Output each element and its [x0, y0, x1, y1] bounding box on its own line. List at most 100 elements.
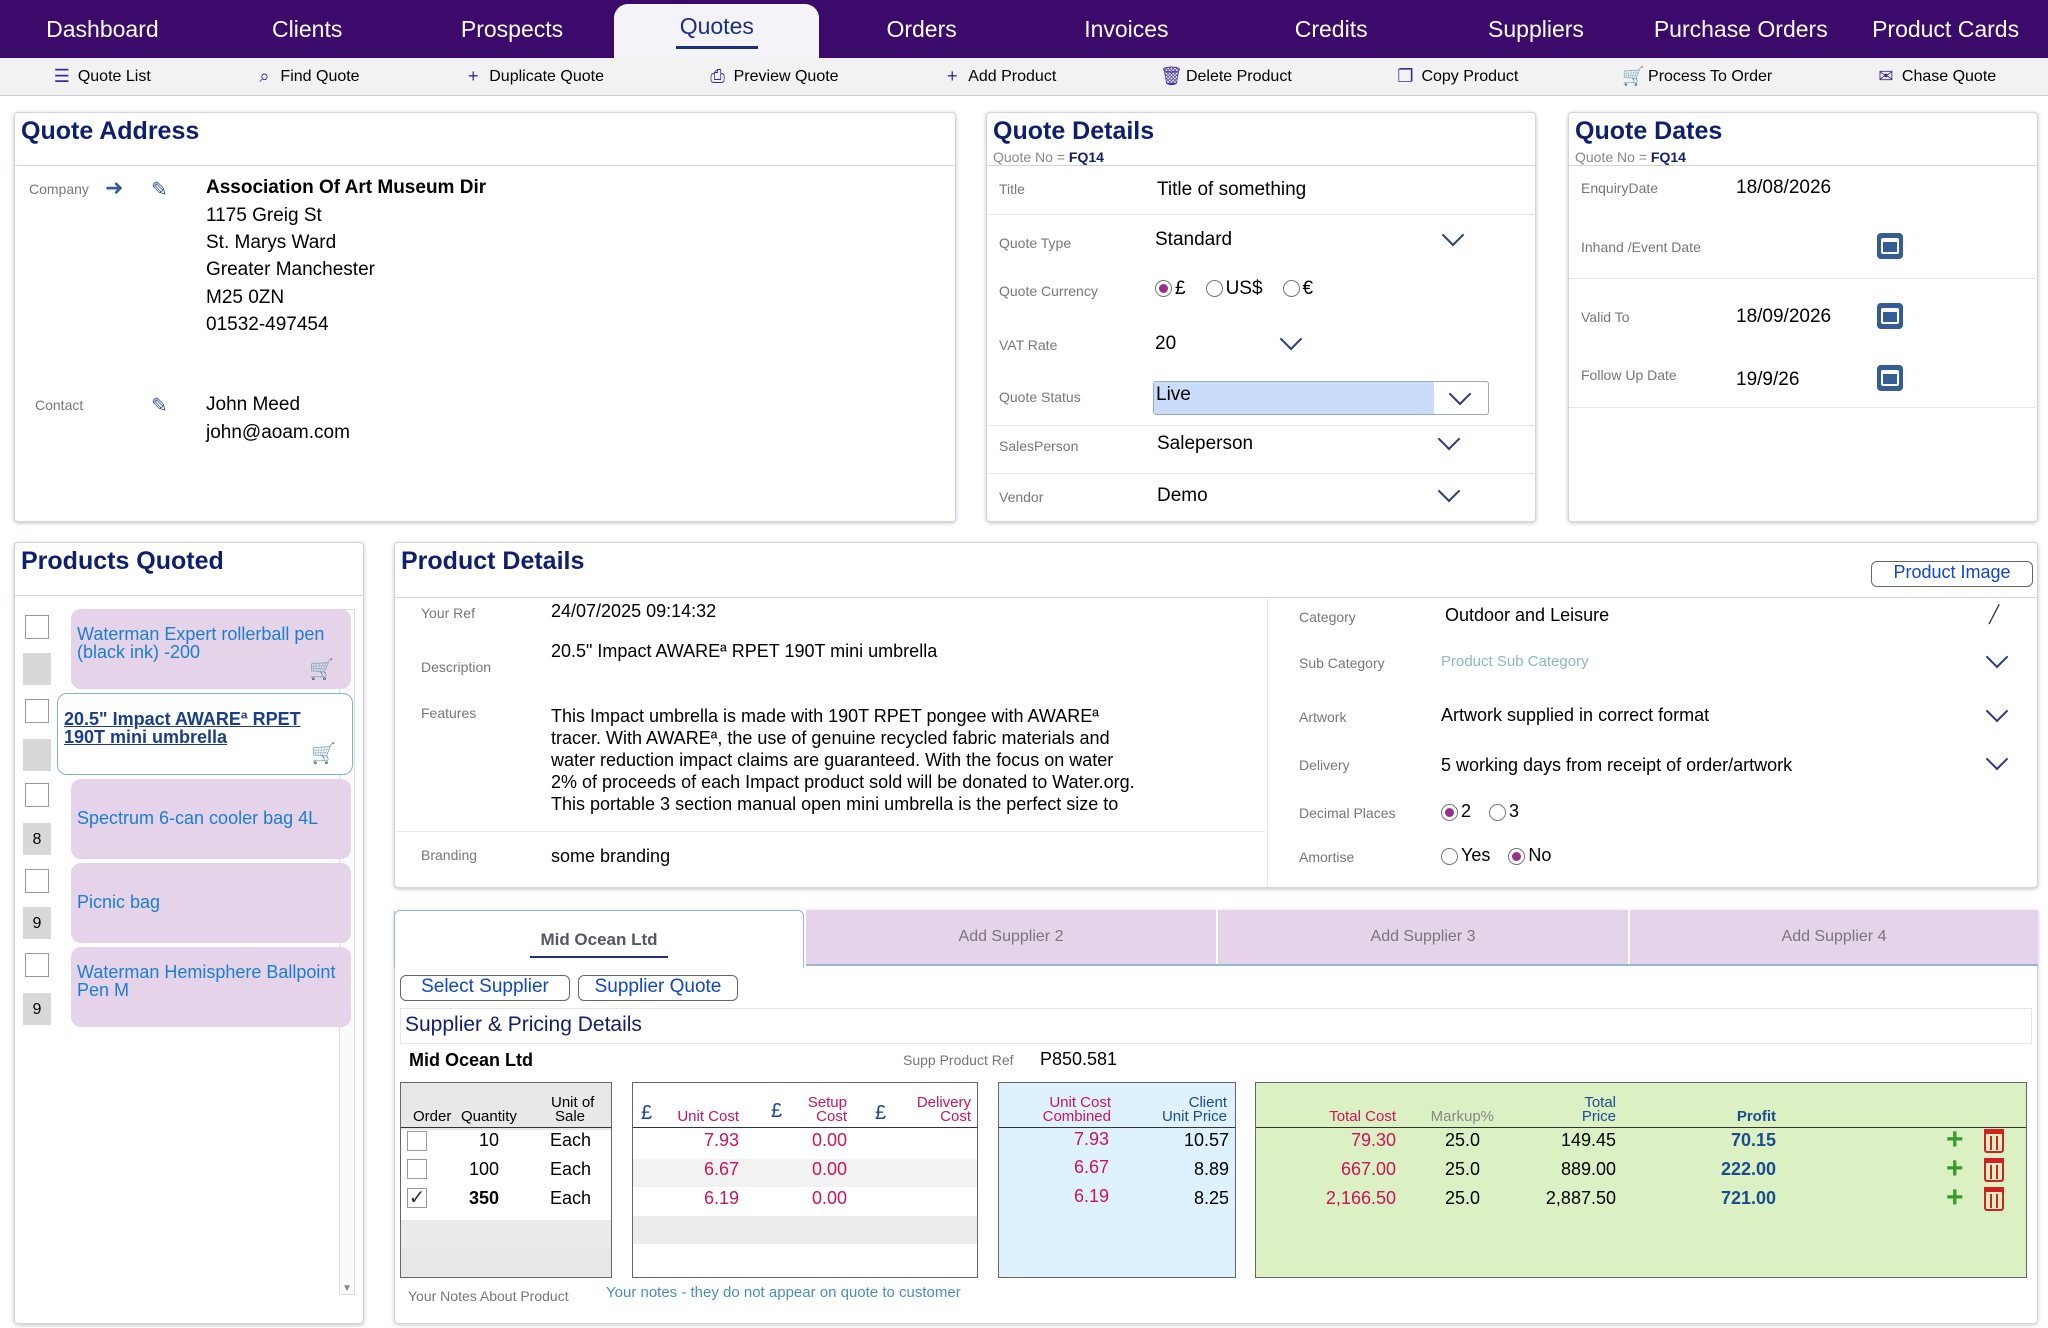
order-checkbox-checked[interactable]: ✓	[407, 1187, 427, 1209]
supp-product-ref-value[interactable]: P850.581	[1040, 1049, 1118, 1069]
sub-category-select[interactable]: Product Sub Category	[1441, 653, 1589, 670]
artwork-select[interactable]: Artwork supplied in correct format	[1441, 705, 1710, 725]
client-price-cell[interactable]: 10.57	[1183, 1130, 1229, 1150]
chevron-down-icon[interactable]	[1441, 223, 1465, 247]
product-checkbox[interactable]	[25, 699, 49, 723]
markup-cell[interactable]: 25.0	[1444, 1188, 1480, 1208]
product-checkbox[interactable]	[25, 783, 49, 807]
tab-quotes[interactable]: Quotes	[614, 4, 820, 58]
add-supplier-3-tab[interactable]: Add Supplier 3	[1218, 910, 1628, 964]
tab-prospects[interactable]: Prospects	[460, 15, 564, 42]
amortise-radio-yes[interactable]: Yes	[1441, 845, 1490, 866]
product-checkbox[interactable]	[25, 615, 49, 639]
edit-category-pencil-icon[interactable]: ╱	[1989, 605, 2000, 624]
description-value[interactable]: 20.5" Impact AWAREª RPET 190T mini umbre…	[551, 641, 938, 661]
product-list-item[interactable]: Waterman Hemisphere Ballpoint Pen M	[71, 947, 351, 1027]
scroll-down-icon[interactable]: ▼	[342, 1283, 352, 1294]
supplier-quote-button[interactable]: Supplier Quote	[578, 975, 738, 1001]
quantity-cell[interactable]: 350	[468, 1188, 499, 1208]
product-list-item-selected[interactable]: 20.5" Impact AWAREª RPET 190T mini umbre…	[57, 693, 353, 775]
supplier-tab-mid-ocean[interactable]: Mid Ocean Ltd	[394, 910, 804, 968]
tab-product-cards[interactable]: Product Cards	[1872, 15, 2020, 42]
tab-clients[interactable]: Clients	[272, 15, 343, 42]
quantity-cell[interactable]: 10	[478, 1130, 499, 1150]
edit-company-pencil-icon[interactable]: ✎	[151, 179, 168, 201]
arrow-right-icon[interactable]: ➜	[105, 175, 124, 200]
product-checkbox[interactable]	[25, 953, 49, 977]
branding-value[interactable]: some branding	[551, 846, 671, 866]
notes-input[interactable]: Your notes - they do not appear on quote…	[606, 1284, 961, 1301]
delivery-select[interactable]: 5 working days from receipt of order/art…	[1441, 755, 1793, 775]
tab-credits[interactable]: Credits	[1294, 15, 1368, 42]
add-row-plus-icon[interactable]: +	[1946, 1152, 1964, 1185]
follow-up-date-value[interactable]: 19/9/26	[1736, 369, 1800, 390]
chevron-down-icon[interactable]	[1437, 427, 1461, 451]
unit-cell[interactable]: Each	[549, 1130, 591, 1150]
preview-quote-button[interactable]: ⎙ Preview Quote	[708, 66, 838, 87]
vendor-select[interactable]: Demo	[1157, 485, 1208, 506]
tab-invoices[interactable]: Invoices	[1084, 15, 1169, 42]
product-image-button[interactable]: Product Image	[1871, 561, 2033, 587]
amortise-radio-no[interactable]: No	[1508, 845, 1551, 866]
cart-icon[interactable]: 🛒	[309, 659, 334, 681]
delete-row-trash-icon[interactable]	[1984, 1187, 2004, 1211]
client-price-cell[interactable]: 8.25	[1193, 1188, 1229, 1208]
chevron-down-icon[interactable]	[1985, 747, 2009, 771]
calendar-icon[interactable]	[1877, 303, 1903, 329]
tab-purchase-orders[interactable]: Purchase Orders	[1653, 15, 1828, 42]
vat-rate-select[interactable]: 20	[1155, 333, 1177, 354]
chevron-down-icon[interactable]	[1985, 645, 2009, 669]
add-row-plus-icon[interactable]: +	[1946, 1123, 1964, 1156]
quote-list-button[interactable]: ☰ Quote List	[52, 66, 151, 87]
category-value[interactable]: Outdoor and Leisure	[1445, 605, 1610, 625]
currency-radio-gbp[interactable]: £	[1155, 278, 1186, 300]
product-checkbox[interactable]	[25, 869, 49, 893]
chevron-down-icon[interactable]	[1437, 479, 1461, 503]
valid-to-value[interactable]: 18/09/2026	[1736, 306, 1832, 327]
quote-type-select[interactable]: Standard	[1155, 229, 1233, 250]
add-product-button[interactable]: + Add Product	[942, 66, 1056, 87]
delete-product-button[interactable]: 🗑 Delete Product	[1160, 66, 1292, 87]
copy-product-button[interactable]: ❐ Copy Product	[1395, 66, 1518, 87]
calendar-icon[interactable]	[1877, 365, 1903, 391]
chase-quote-button[interactable]: ✉ Chase Quote	[1876, 66, 1996, 87]
add-supplier-2-tab[interactable]: Add Supplier 2	[806, 910, 1216, 964]
unit-cost-cell[interactable]: 7.93	[703, 1130, 739, 1150]
select-supplier-button[interactable]: Select Supplier	[400, 975, 570, 1001]
find-quote-button[interactable]: ⌕ Find Quote	[254, 66, 359, 87]
setup-cost-cell[interactable]: 0.00	[811, 1159, 847, 1179]
salesperson-select[interactable]: Saleperson	[1157, 433, 1254, 454]
contact-email[interactable]: john@aoam.com	[206, 422, 350, 443]
process-to-order-button[interactable]: 🛒 Process To Order	[1622, 66, 1772, 87]
tab-orders[interactable]: Orders	[886, 15, 957, 42]
chevron-down-icon[interactable]	[1279, 327, 1303, 351]
product-list-item[interactable]: Spectrum 6-can cooler bag 4L	[71, 779, 351, 859]
setup-cost-cell[interactable]: 0.00	[811, 1130, 847, 1150]
cart-icon[interactable]: 🛒	[311, 743, 336, 765]
quote-status-select[interactable]: Live	[1153, 381, 1489, 415]
markup-cell[interactable]: 25.0	[1444, 1130, 1480, 1150]
client-price-cell[interactable]: 8.89	[1193, 1159, 1229, 1179]
delete-row-trash-icon[interactable]	[1984, 1158, 2004, 1182]
edit-contact-pencil-icon[interactable]: ✎	[151, 395, 168, 417]
chevron-down-icon[interactable]	[1985, 699, 2009, 723]
setup-cost-cell[interactable]: 0.00	[811, 1188, 847, 1208]
enquiry-date-value[interactable]: 18/08/2026	[1736, 177, 1832, 198]
markup-cell[interactable]: 25.0	[1444, 1159, 1480, 1179]
duplicate-quote-button[interactable]: + Duplicate Quote	[463, 66, 604, 87]
product-list-item[interactable]: Picnic bag	[71, 863, 351, 943]
unit-cell[interactable]: Each	[549, 1188, 591, 1208]
unit-cost-cell[interactable]: 6.67	[703, 1159, 739, 1179]
order-checkbox[interactable]	[407, 1131, 427, 1151]
your-ref-value[interactable]: 24/07/2025 09:14:32	[551, 601, 717, 621]
currency-radio-eur[interactable]: €	[1282, 278, 1313, 300]
calendar-icon[interactable]	[1877, 233, 1903, 259]
tab-dashboard[interactable]: Dashboard	[46, 15, 159, 42]
tab-suppliers[interactable]: Suppliers	[1488, 15, 1584, 42]
add-supplier-4-tab[interactable]: Add Supplier 4	[1630, 910, 2038, 964]
decimal-radio-3[interactable]: 3	[1489, 801, 1519, 822]
decimal-radio-2[interactable]: 2	[1441, 801, 1471, 822]
order-checkbox[interactable]	[407, 1159, 427, 1179]
product-list-item[interactable]: Waterman Expert rollerball pen (black in…	[71, 609, 351, 689]
quantity-cell[interactable]: 100	[468, 1159, 499, 1179]
